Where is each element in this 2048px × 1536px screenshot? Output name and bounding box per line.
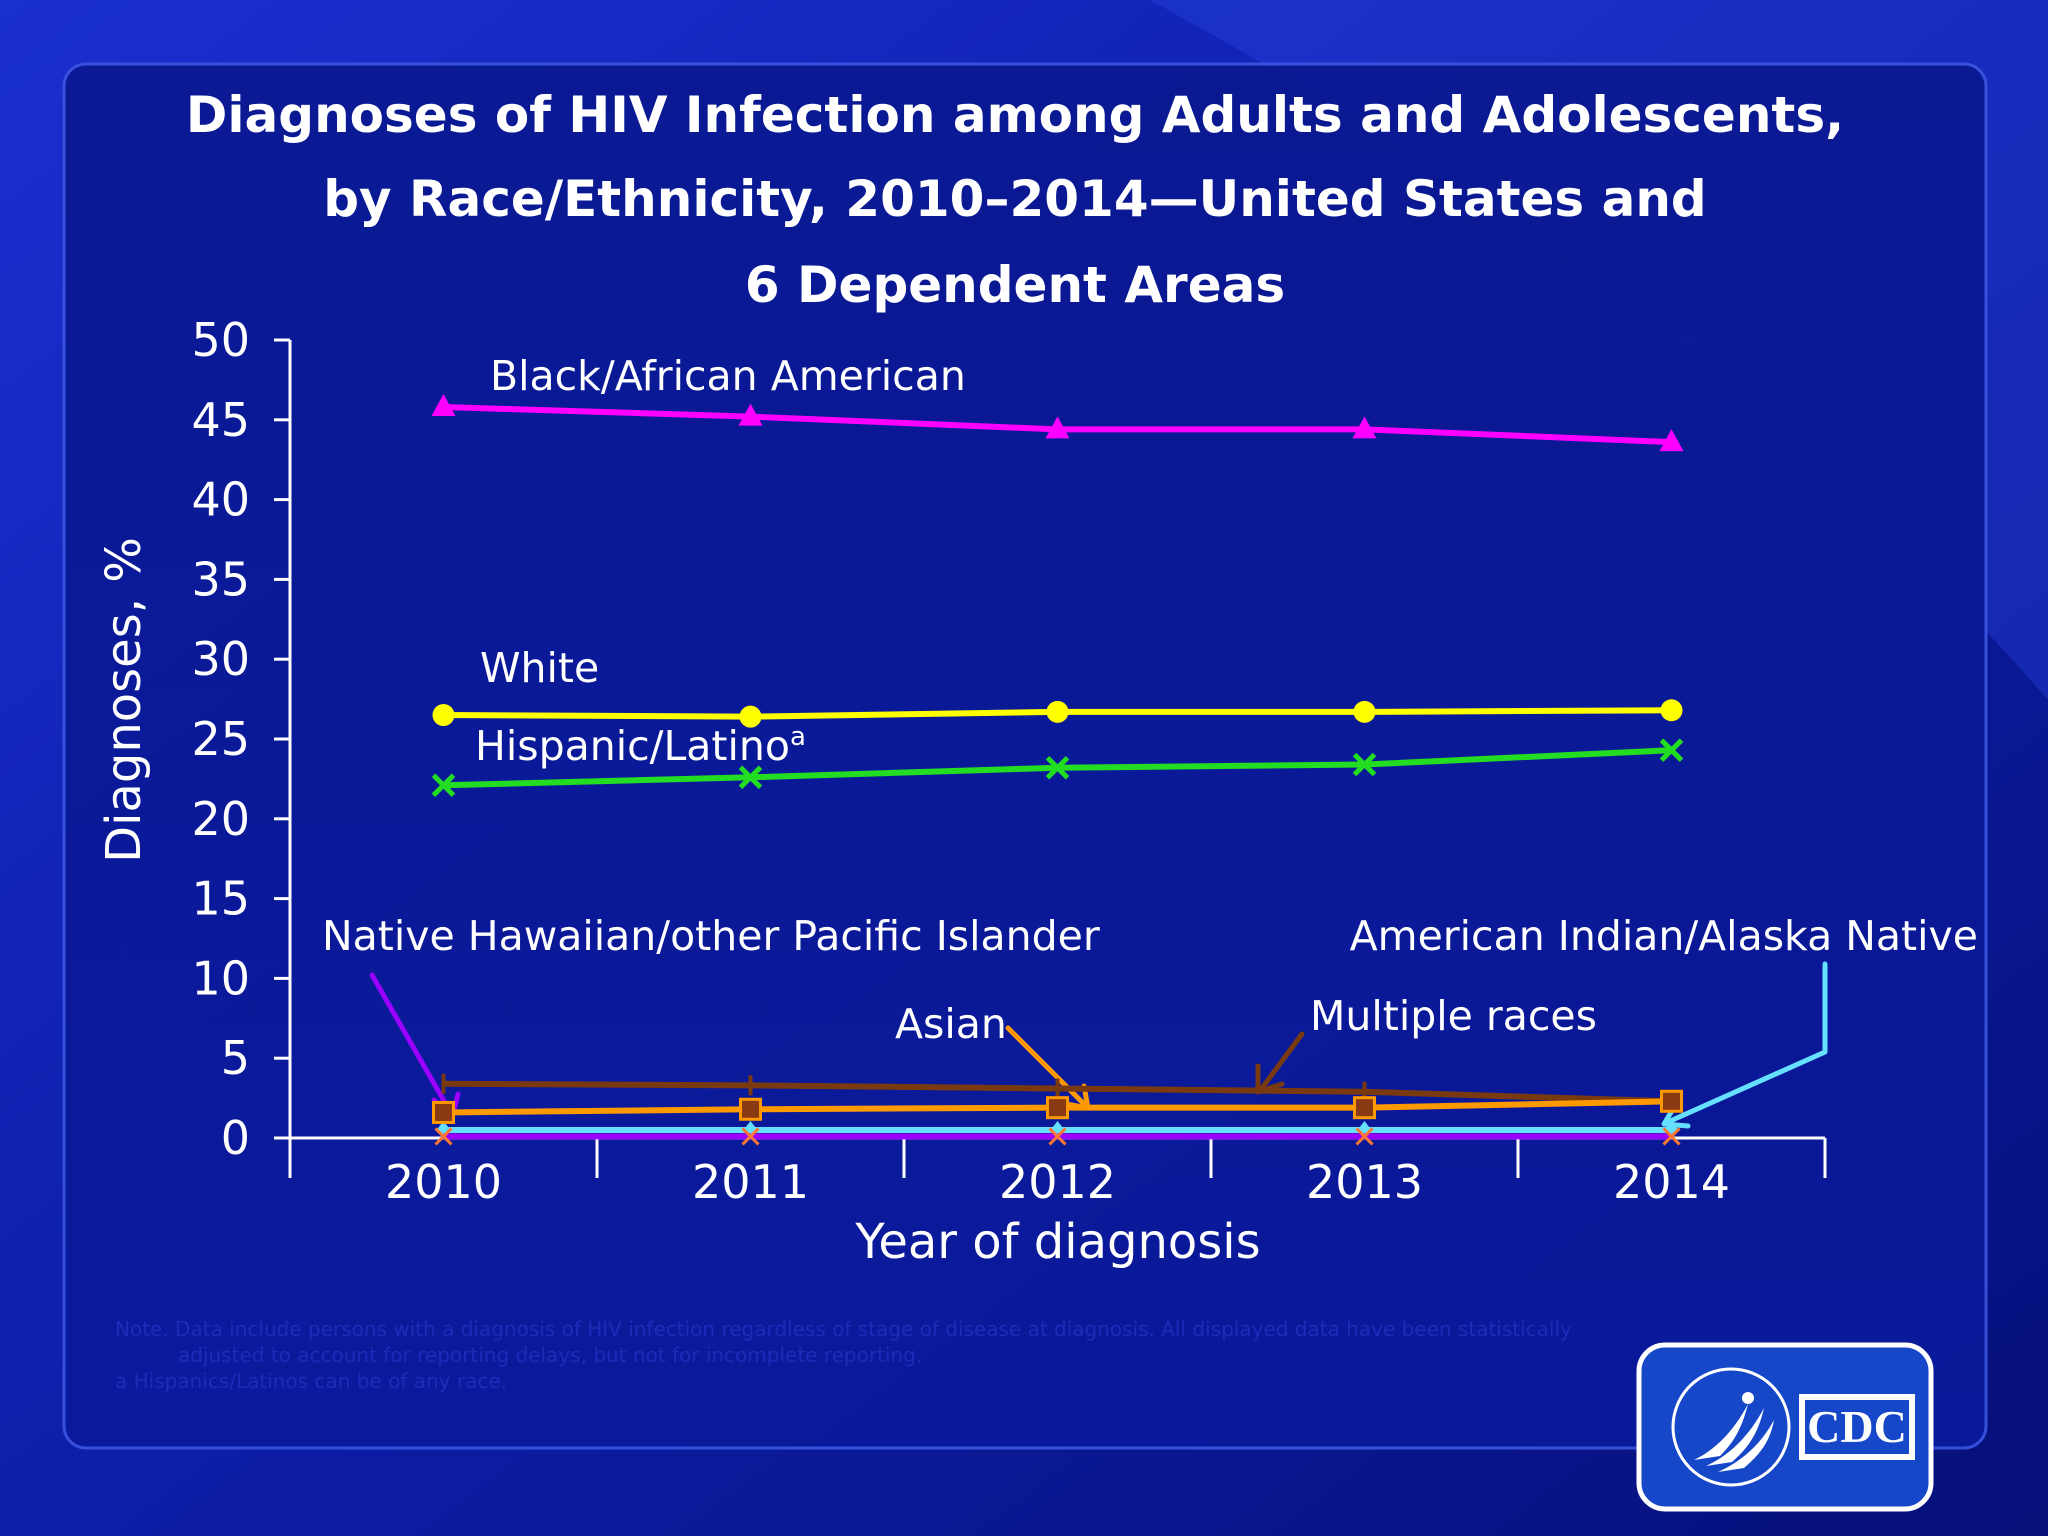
x-tick-label: 2014 bbox=[1613, 1155, 1730, 1209]
x-axis-title: Year of diagnosis bbox=[854, 1214, 1260, 1270]
data-point bbox=[434, 1127, 453, 1146]
data-point bbox=[1659, 429, 1684, 452]
title-line-2: by Race/Ethnicity, 2010–2014—United Stat… bbox=[323, 170, 1706, 228]
cdc-logo: CDC bbox=[1636, 1342, 1934, 1512]
data-point bbox=[1046, 1096, 1069, 1120]
y-tick-label: 0 bbox=[221, 1111, 250, 1165]
footnote-line-2: adjusted to account for reporting delays… bbox=[178, 1343, 922, 1367]
series-label-aian: American Indian/Alaska Native bbox=[1350, 912, 1978, 960]
data-point bbox=[1045, 755, 1070, 780]
title-line-3: 6 Dependent Areas bbox=[745, 256, 1285, 314]
y-tick-label: 50 bbox=[191, 313, 250, 367]
x-tick-label: 2011 bbox=[692, 1155, 809, 1209]
series-label-black: Black/African American bbox=[490, 352, 966, 400]
x-tick-label: 2013 bbox=[1306, 1155, 1423, 1209]
series-lines bbox=[431, 394, 1684, 1146]
hhs-seal-icon bbox=[1671, 1367, 1791, 1487]
data-point bbox=[1355, 1127, 1374, 1146]
data-point bbox=[1045, 416, 1070, 439]
series-nhopi bbox=[434, 1127, 1681, 1146]
data-point bbox=[741, 1127, 760, 1146]
series-white bbox=[432, 699, 1683, 728]
series-label-nhopi: Native Hawaiian/other Pacific Islander bbox=[322, 912, 1100, 960]
tick-labels: 0 5 10 15 20 25 30 35 40 45 50 2010 2011 2012 2013 2014 bbox=[191, 313, 1730, 1209]
data-point bbox=[1046, 700, 1069, 723]
y-axis-title: Diagnoses, % bbox=[96, 537, 152, 863]
series-label-asian: Asian bbox=[895, 1000, 1007, 1048]
y-tick-label: 10 bbox=[191, 951, 250, 1005]
series-label-white: White bbox=[480, 644, 599, 692]
footnote-line-1: Note. Data include persons with a diagno… bbox=[115, 1317, 1572, 1341]
data-point bbox=[739, 1097, 762, 1121]
callout-nhopi bbox=[369, 972, 455, 1118]
data-point bbox=[1660, 699, 1683, 722]
y-tick-label: 5 bbox=[221, 1031, 250, 1085]
data-point bbox=[1353, 1096, 1376, 1120]
series-black bbox=[431, 394, 1684, 452]
series-hispanic bbox=[431, 738, 1684, 798]
callout-multiple bbox=[1259, 1031, 1305, 1091]
series-asian bbox=[432, 1089, 1683, 1124]
series-label-hispanic: Hispanic/Latinoa bbox=[475, 722, 806, 770]
title-line-1: Diagnoses of HIV Infection among Adults … bbox=[186, 86, 1844, 144]
data-point bbox=[1353, 700, 1376, 723]
y-tick-label: 30 bbox=[191, 632, 250, 686]
y-tick-label: 20 bbox=[191, 792, 250, 846]
x-tick-label: 2012 bbox=[999, 1155, 1116, 1209]
data-point bbox=[1352, 752, 1377, 777]
data-point bbox=[1662, 1127, 1681, 1146]
data-point bbox=[431, 773, 456, 798]
series-label-multiple: Multiple races bbox=[1310, 992, 1597, 1040]
callout-aian bbox=[1665, 961, 1828, 1125]
y-tick-label: 15 bbox=[191, 872, 250, 926]
data-point bbox=[432, 704, 455, 727]
data-point bbox=[1659, 738, 1684, 762]
data-point bbox=[738, 765, 763, 790]
data-point bbox=[1352, 416, 1377, 439]
data-point bbox=[1660, 1089, 1683, 1113]
footnotes: Note. Data include persons with a diagno… bbox=[115, 1317, 1572, 1393]
series-labels: American Indian/Alaska Native Native Hawa… bbox=[322, 352, 1978, 1048]
svg-text:CDC: CDC bbox=[1807, 1401, 1907, 1452]
footnote-line-3: a Hispanics/Latinos can be of any race. bbox=[115, 1369, 507, 1393]
callout-asian bbox=[1005, 1025, 1089, 1109]
y-tick-label: 25 bbox=[191, 712, 250, 766]
data-point bbox=[738, 403, 763, 426]
data-point bbox=[1048, 1127, 1067, 1146]
x-tick-label: 2010 bbox=[385, 1155, 502, 1209]
y-tick-label: 35 bbox=[191, 552, 250, 606]
data-point bbox=[739, 705, 762, 728]
data-point bbox=[432, 1100, 455, 1124]
chart-title: Diagnoses of HIV Infection among Adults … bbox=[186, 86, 1844, 314]
y-tick-label: 40 bbox=[191, 473, 250, 527]
cdc-wordmark: CDC bbox=[1799, 1394, 1915, 1460]
y-tick-label: 45 bbox=[191, 393, 250, 447]
data-point bbox=[431, 394, 456, 417]
